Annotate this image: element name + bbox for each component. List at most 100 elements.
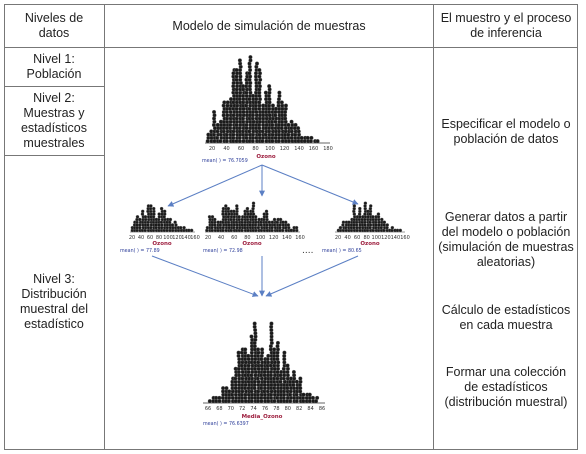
tick-label: 160 [190, 235, 200, 241]
sample-1-dots [130, 204, 194, 233]
tick-label: 70 [228, 406, 234, 412]
level-2-text: Nivel 2: Muestras y estadísticos muestra… [20, 91, 87, 150]
dot-marker [275, 340, 280, 346]
dot-marker [168, 217, 173, 222]
sample-2-dots [205, 201, 299, 233]
dot-marker [315, 395, 320, 400]
table-border-left [4, 4, 5, 450]
dot-marker [283, 220, 288, 224]
arrow-from-sample-3 [265, 255, 359, 297]
dot-marker [296, 126, 301, 131]
tick-label: 140 [282, 235, 292, 241]
tick-label: 120 [381, 235, 391, 241]
dot-marker [272, 347, 277, 352]
tick-label: 40 [223, 146, 229, 152]
dot-marker [299, 135, 304, 140]
level-1-text: Nivel 1: Población [26, 52, 82, 81]
dot-marker [173, 220, 177, 224]
tick-label: 60 [354, 235, 360, 241]
dot-marker [252, 321, 257, 326]
tick-label: 160 [295, 235, 305, 241]
dot-marker [221, 386, 226, 391]
dot-marker [248, 55, 253, 60]
dot-marker [266, 353, 271, 358]
dot-marker [254, 61, 260, 66]
tick-label: 66 [205, 406, 211, 412]
level-1-cell: Nivel 1: Población [8, 48, 100, 86]
tick-label: 80 [244, 235, 250, 241]
tick-label: 120 [172, 235, 182, 241]
tick-label: 140 [391, 235, 401, 241]
sample-2-variable-label: Ozono [242, 241, 262, 247]
dot-marker [178, 225, 183, 230]
sampling-distribution-dotplot: 66 68 70 72 74 76 78 80 82 84 86 Media_Ozono mean(… [203, 321, 325, 427]
header-process: El muestro y el proceso de inferencia [438, 6, 574, 46]
process-step-2-text: Generar datos a partir del modelo o pobl… [438, 210, 574, 269]
table-border-bottom [4, 449, 578, 450]
dot-marker [212, 109, 217, 115]
dot-marker [260, 347, 265, 352]
tick-label: 40 [218, 235, 224, 241]
sample-2-mean-label: mean( ) = 72.98 [203, 248, 243, 254]
dot-marker [264, 209, 269, 214]
level-divider-1 [4, 86, 104, 87]
dot-marker [286, 223, 291, 227]
dot-marker [310, 395, 315, 400]
dot-marker [138, 217, 142, 222]
level-divider-2 [4, 155, 104, 156]
tick-label: 100 [256, 235, 266, 241]
dot-marker [338, 225, 343, 230]
dot-marker [291, 369, 296, 375]
sample-1-variable-label: Ozono [152, 241, 172, 247]
dot-marker [382, 220, 387, 224]
process-step-4-text: Formar una colección de estadísticos (di… [444, 364, 568, 409]
tick-label: 80 [252, 146, 258, 152]
dot-marker [294, 225, 299, 230]
dot-marker [226, 206, 231, 211]
header-levels: Niveles de datos [8, 6, 100, 46]
process-step-2: Generar datos a partir del modelo o pobl… [438, 208, 574, 272]
dot-marker [341, 220, 346, 224]
dot-marker [235, 204, 239, 208]
dot-marker [170, 223, 175, 227]
header-levels-text: Niveles de datos [24, 11, 84, 40]
tick-label: 60 [238, 146, 244, 152]
dot-marker [286, 122, 291, 127]
dot-marker [159, 206, 164, 211]
dot-marker [217, 395, 222, 400]
dot-marker [309, 135, 314, 140]
arrow-to-sample-1 [167, 164, 263, 207]
tick-label: 80 [156, 235, 162, 241]
dot-marker [225, 100, 230, 105]
dot-marker [267, 84, 272, 89]
tick-label: 120 [280, 146, 290, 152]
dot-marker [278, 217, 283, 222]
dot-marker [363, 201, 368, 205]
header-divider [4, 47, 578, 48]
tick-label: 40 [344, 235, 350, 241]
tick-label: 78 [273, 406, 279, 412]
population-dotplot: 20 40 60 80 100 120 140 160 180 Ozono mean( ) = … [202, 55, 333, 164]
tick-label: 40 [138, 235, 144, 241]
dot-marker [376, 212, 381, 216]
dot-marker [305, 135, 310, 140]
tick-label: 20 [209, 146, 215, 152]
dot-marker [251, 201, 256, 205]
sample-1-mean-label: mean( ) = 77.89 [120, 248, 160, 254]
process-step-1: Especificar el modelo o población de dat… [438, 112, 574, 152]
dot-marker [182, 225, 186, 230]
population-mean-label: mean( ) = 76.7059 [202, 158, 248, 164]
tick-label: 82 [296, 406, 302, 412]
dot-marker [213, 217, 217, 222]
dot-marker [149, 204, 153, 208]
population-variable-label: Ozono [256, 154, 276, 160]
level-2-cell: Nivel 2: Muestras y estadísticos muestra… [8, 87, 100, 155]
dot-marker [380, 217, 384, 222]
header-model-text: Modelo de simulación de muestras [172, 18, 366, 33]
dot-marker [398, 228, 403, 233]
dot-marker [267, 220, 272, 224]
dot-marker [301, 392, 306, 397]
sample-3-tick-labels: 20 40 60 80 100 120 140 160 [335, 235, 410, 241]
population-dots [205, 55, 320, 144]
